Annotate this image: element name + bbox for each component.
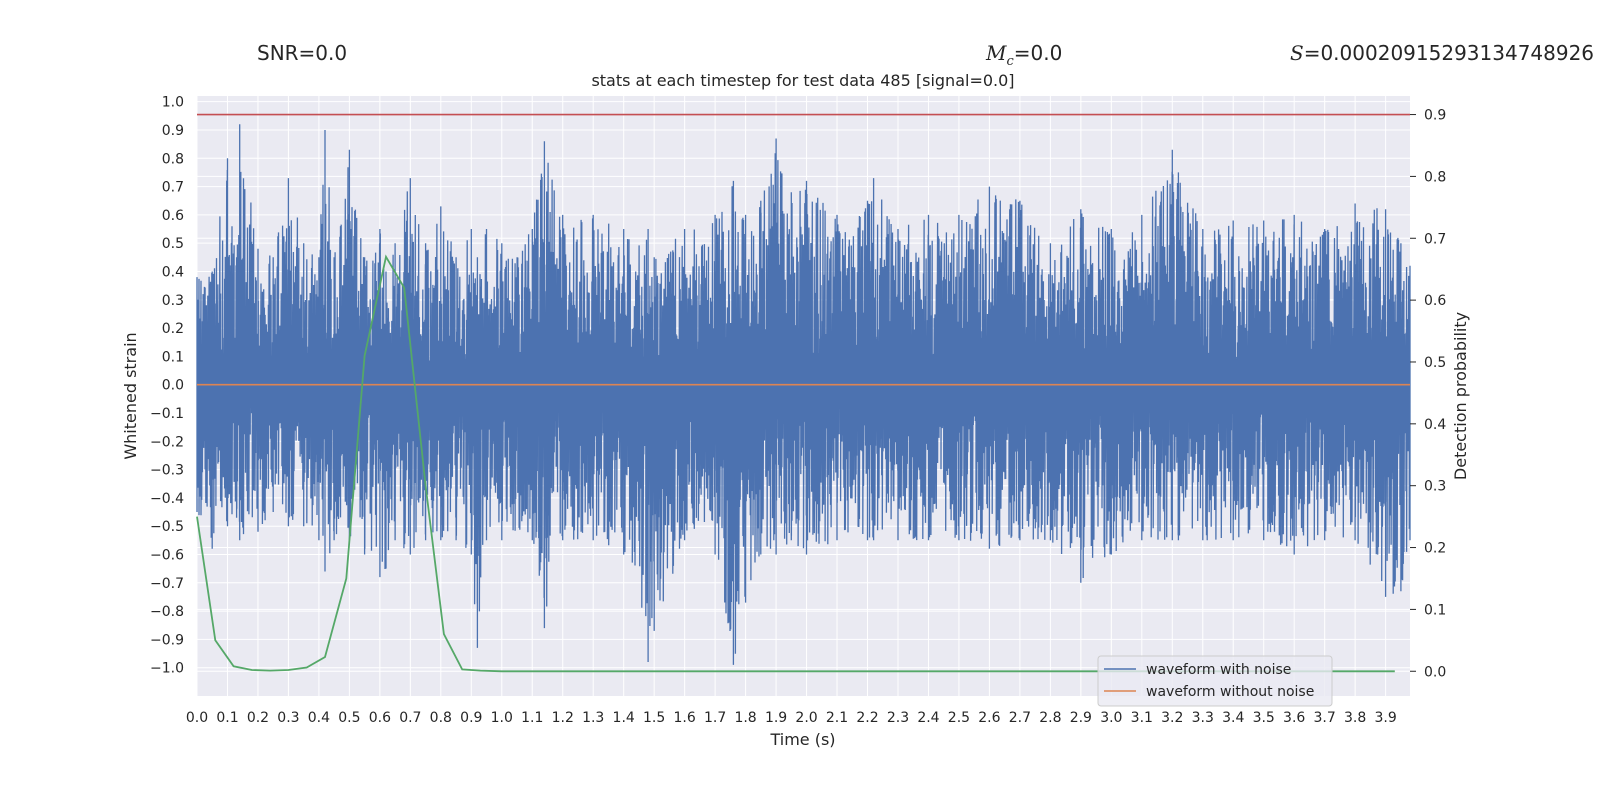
x-tick-label: 3.3 [1192,710,1214,726]
chirp-mass-label: Mc=0.0 [986,41,1062,69]
y-tick-label: 0.0 [162,378,184,394]
x-tick-label: 3.1 [1131,710,1153,726]
y-tick-label: 0.7 [162,180,184,196]
legend-label-clean: waveform without noise [1146,684,1314,700]
x-tick-label: 3.7 [1314,710,1336,726]
x-tick-label: 0.0 [186,710,208,726]
series-detection-probability [196,254,1395,673]
x-tick-label: 0.4 [308,710,330,726]
x-tick-label: 1.4 [613,710,635,726]
x-tick-label: 3.8 [1344,710,1366,726]
y-tick-labels: 1.0 0.9 0.8 0.7 0.6 0.5 0.4 0.3 0.2 0.1 0.0 −0.1 −0.… [150,95,184,677]
y2-axis-label: Detection probability [1451,312,1470,480]
x-tick-label: 3.9 [1374,710,1396,726]
x-tick-label: 2.9 [1070,710,1092,726]
y-tick-label: 0.4 [162,264,184,280]
series-layer [196,113,1411,673]
x-tick-label: 2.5 [948,710,970,726]
y-tick-label: 0.3 [162,293,184,309]
x-tick-label: 3.6 [1283,710,1305,726]
x-tick-label: 2.1 [826,710,848,726]
y-tick-label: −1.0 [150,661,184,677]
snr-text: SNR=0.0 [257,41,348,65]
x-tick-label: 1.6 [674,710,696,726]
x-tick-label: 1.2 [552,710,574,726]
legend-label-noise: waveform with noise [1146,662,1291,678]
statistic-symbol: S [1290,41,1304,65]
y2-tick-labels: 0.9 0.8 0.7 0.6 0.5 0.4 0.3 0.2 0.1 0.0 [1410,108,1446,680]
x-tick-label: 2.7 [1009,710,1031,726]
chart-title: stats at each timestep for test data 485… [591,71,1014,90]
x-tick-label: 1.9 [765,710,787,726]
legend: waveform with noise waveform without noi… [1097,655,1333,707]
y2-tick-label: 0.4 [1424,417,1446,433]
x-tick-label: 0.9 [460,710,482,726]
y-tick-label: 0.2 [162,321,184,337]
y2-tick-label: 0.7 [1424,231,1446,247]
x-tick-label: 0.3 [277,710,299,726]
y-tick-label: 0.6 [162,208,184,224]
x-tick-label: 2.8 [1039,710,1061,726]
x-tick-label: 3.0 [1100,710,1122,726]
x-tick-label: 3.4 [1222,710,1244,726]
x-tick-label: 2.0 [795,710,817,726]
x-tick-label: 1.1 [521,710,543,726]
x-tick-labels: 0.0 0.1 0.2 0.3 0.4 0.5 0.6 0.7 0.8 0.9 1.0 1.1 1.2 1… [186,710,1397,726]
chirp-mass-value: =0.0 [1013,41,1063,65]
x-tick-label: 0.6 [369,710,391,726]
y2-tick-label: 0.9 [1424,108,1446,124]
chirp-mass-subscript: c [1006,54,1014,69]
chirp-mass-symbol: M [986,41,1007,65]
x-tick-label: 0.7 [399,710,421,726]
y2-tick-label: 0.2 [1424,541,1446,557]
x-tick-label: 0.2 [247,710,269,726]
y2-tick-label: 0.5 [1424,355,1446,371]
x-tick-label: 3.5 [1253,710,1275,726]
x-tick-label: 0.1 [216,710,238,726]
x-tick-label: 0.8 [430,710,452,726]
y2-tick-label: 0.0 [1424,664,1446,680]
snr-label: SNR=0.0 [257,41,347,65]
y-tick-label: 0.8 [162,151,184,167]
x-tick-label: 2.6 [978,710,1000,726]
y-tick-label: −0.6 [150,547,184,563]
y-tick-label: −0.3 [150,463,184,479]
y-tick-label: 1.0 [162,95,184,111]
y2-tick-label: 0.3 [1424,479,1446,495]
y-tick-label: 0.5 [162,236,184,252]
x-tick-label: 0.5 [338,710,360,726]
x-tick-label: 2.3 [887,710,909,726]
y-tick-label: −0.5 [150,519,184,535]
y-tick-label: 0.1 [162,349,184,365]
y-tick-label: −0.2 [150,434,184,450]
y2-tick-label: 0.8 [1424,169,1446,185]
statistic-value: =0.00020915293134748926 [1303,41,1595,65]
x-tick-label: 1.0 [491,710,513,726]
y-tick-label: −0.9 [150,632,184,648]
x-tick-label: 1.5 [643,710,665,726]
y-tick-label: −0.1 [150,406,184,422]
x-tick-label: 1.3 [582,710,604,726]
y-tick-label: −0.4 [150,491,184,507]
snr-statistic-label: S=0.00020915293134748926 [1290,41,1594,65]
y-tick-label: −0.7 [150,576,184,592]
x-tick-label: 1.8 [734,710,756,726]
y-tick-label: −0.8 [150,604,184,620]
x-tick-label: 3.2 [1161,710,1183,726]
y-axis-label: Whitened strain [121,332,140,459]
x-axis-label: Time (s) [769,730,835,749]
y-tick-label: 0.9 [162,123,184,139]
y2-tick-label: 0.1 [1424,602,1446,618]
y2-tick-label: 0.6 [1424,293,1446,309]
x-tick-label: 1.7 [704,710,726,726]
x-tick-label: 2.2 [856,710,878,726]
legend-box [1097,655,1333,707]
x-tick-label: 2.4 [917,710,939,726]
